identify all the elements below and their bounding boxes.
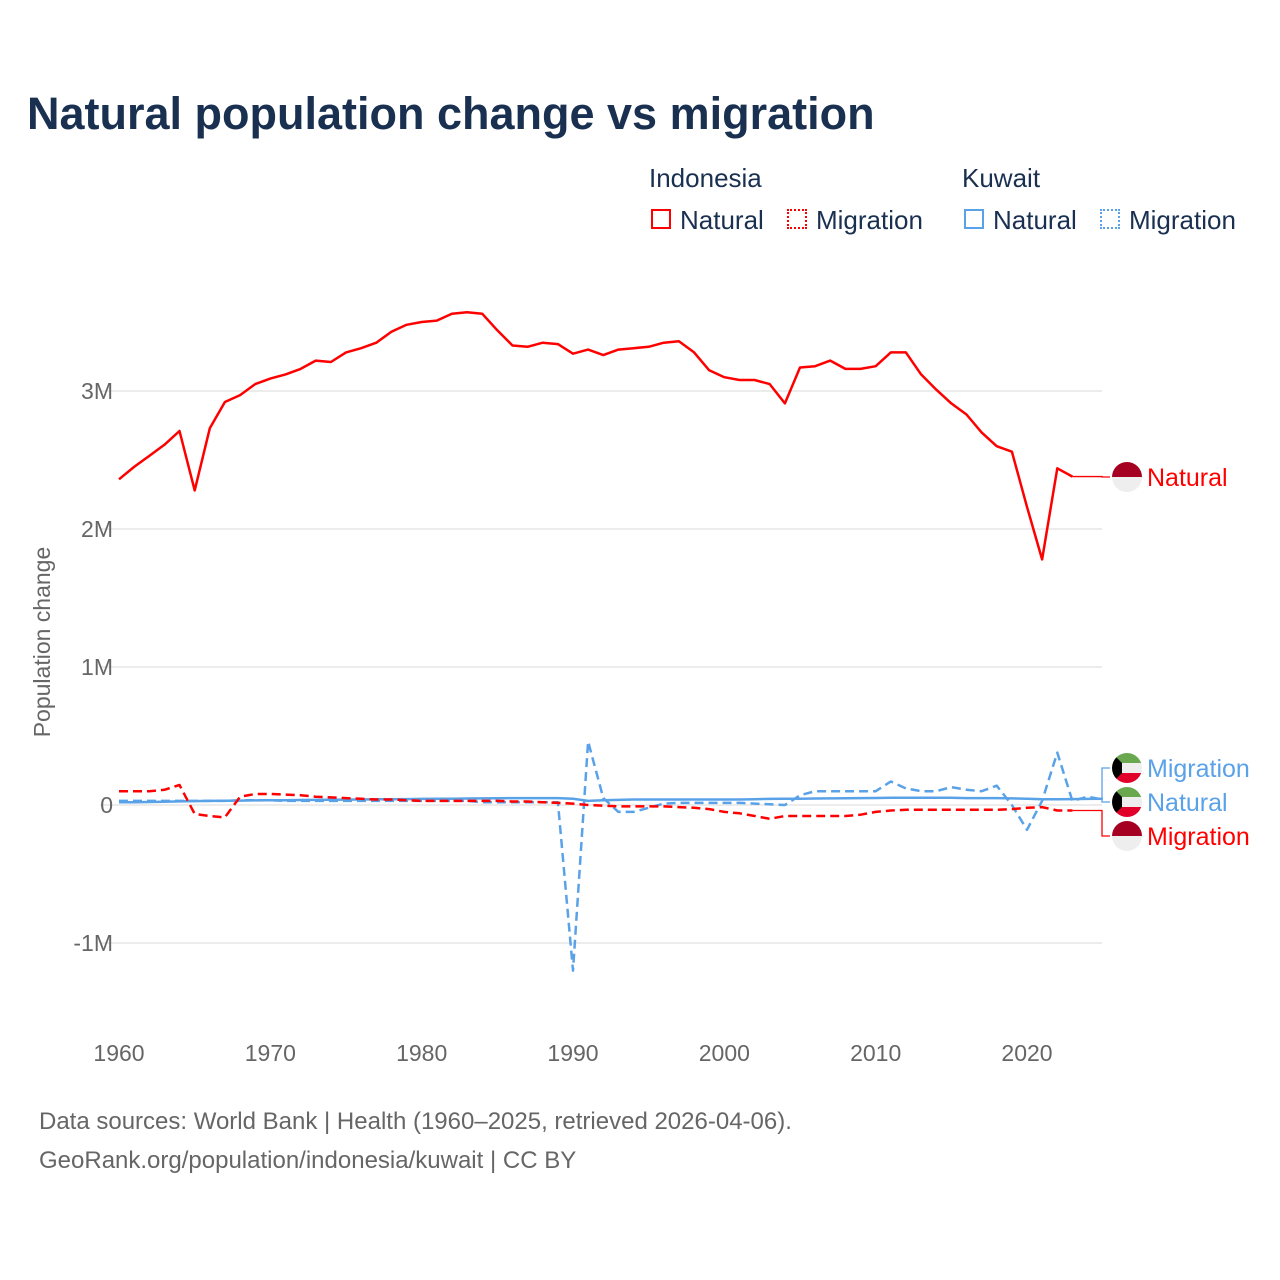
legend-swatch-solid xyxy=(651,209,671,229)
series-line-indonesia-natural xyxy=(118,311,1074,561)
y-axis-label: Population change xyxy=(29,547,55,738)
legend-group-kuwait: Kuwait xyxy=(962,163,1041,193)
end-label-kuwait-migration: Migration xyxy=(1147,755,1250,783)
legend-swatch-dotted xyxy=(1100,209,1120,229)
legend-indonesia-natural[interactable]: Natural xyxy=(680,205,764,235)
end-label-indonesia-natural: Natural xyxy=(1147,464,1228,492)
flag-green-band xyxy=(1112,787,1142,797)
legend-group-indonesia: Indonesia xyxy=(649,163,762,193)
indonesia-flag-icon xyxy=(1112,821,1142,851)
flag-red-band xyxy=(1112,773,1142,783)
flag-white-band xyxy=(1112,797,1142,807)
label-connector xyxy=(1101,767,1110,801)
series-line-kuwait-natural xyxy=(119,796,1103,804)
flag-body xyxy=(1112,462,1142,492)
flag-red-band xyxy=(1112,821,1142,836)
flag-white-band xyxy=(1112,836,1142,851)
flag-body xyxy=(1112,753,1142,783)
label-connector xyxy=(1072,809,1110,837)
flag-white-band xyxy=(1112,763,1142,773)
y-tick-label: 2M xyxy=(81,516,113,542)
flag-red-band xyxy=(1112,807,1142,817)
series-line-kuwait-migration xyxy=(119,740,1103,972)
flag-black-trapezoid xyxy=(1112,787,1122,817)
kuwait-flag-icon xyxy=(1112,753,1142,783)
x-tick-label: 2020 xyxy=(1001,1040,1052,1066)
x-tick-label: 2000 xyxy=(699,1040,750,1066)
legend-swatch-dotted xyxy=(787,209,807,229)
x-tick-label: 1960 xyxy=(93,1040,144,1066)
footer-sources: Data sources: World Bank | Health (1960–… xyxy=(39,1108,792,1135)
y-tick-label: 1M xyxy=(81,654,113,680)
end-label-kuwait-natural: Natural xyxy=(1147,789,1228,817)
flag-body xyxy=(1112,787,1142,817)
chart-title: Natural population change vs migration xyxy=(27,88,875,139)
y-tick-label: -1M xyxy=(73,930,113,956)
legend-indonesia-migration[interactable]: Migration xyxy=(816,205,923,235)
series-line-indonesia-migration xyxy=(119,783,1073,821)
x-tick-label: 1990 xyxy=(547,1040,598,1066)
end-label-indonesia-migration: Migration xyxy=(1147,823,1250,851)
flag-green-band xyxy=(1112,753,1142,763)
flag-black-trapezoid xyxy=(1112,753,1122,783)
flag-white-band xyxy=(1112,477,1142,492)
y-tick-label: 3M xyxy=(81,378,113,404)
flag-red-band xyxy=(1112,462,1142,477)
y-tick-label: 0 xyxy=(100,792,113,818)
legend-kuwait-migration[interactable]: Migration xyxy=(1129,205,1236,235)
x-tick-label: 2010 xyxy=(850,1040,901,1066)
flag-body xyxy=(1112,821,1142,851)
x-tick-label: 1970 xyxy=(245,1040,296,1066)
label-connector xyxy=(1101,798,1110,803)
x-tick-label: 1980 xyxy=(396,1040,447,1066)
legend-kuwait-natural[interactable]: Natural xyxy=(993,205,1077,235)
footer-attribution: GeoRank.org/population/indonesia/kuwait … xyxy=(39,1147,577,1174)
kuwait-flag-icon xyxy=(1112,787,1142,817)
indonesia-flag-icon xyxy=(1112,462,1142,492)
legend-swatch-solid xyxy=(964,209,984,229)
